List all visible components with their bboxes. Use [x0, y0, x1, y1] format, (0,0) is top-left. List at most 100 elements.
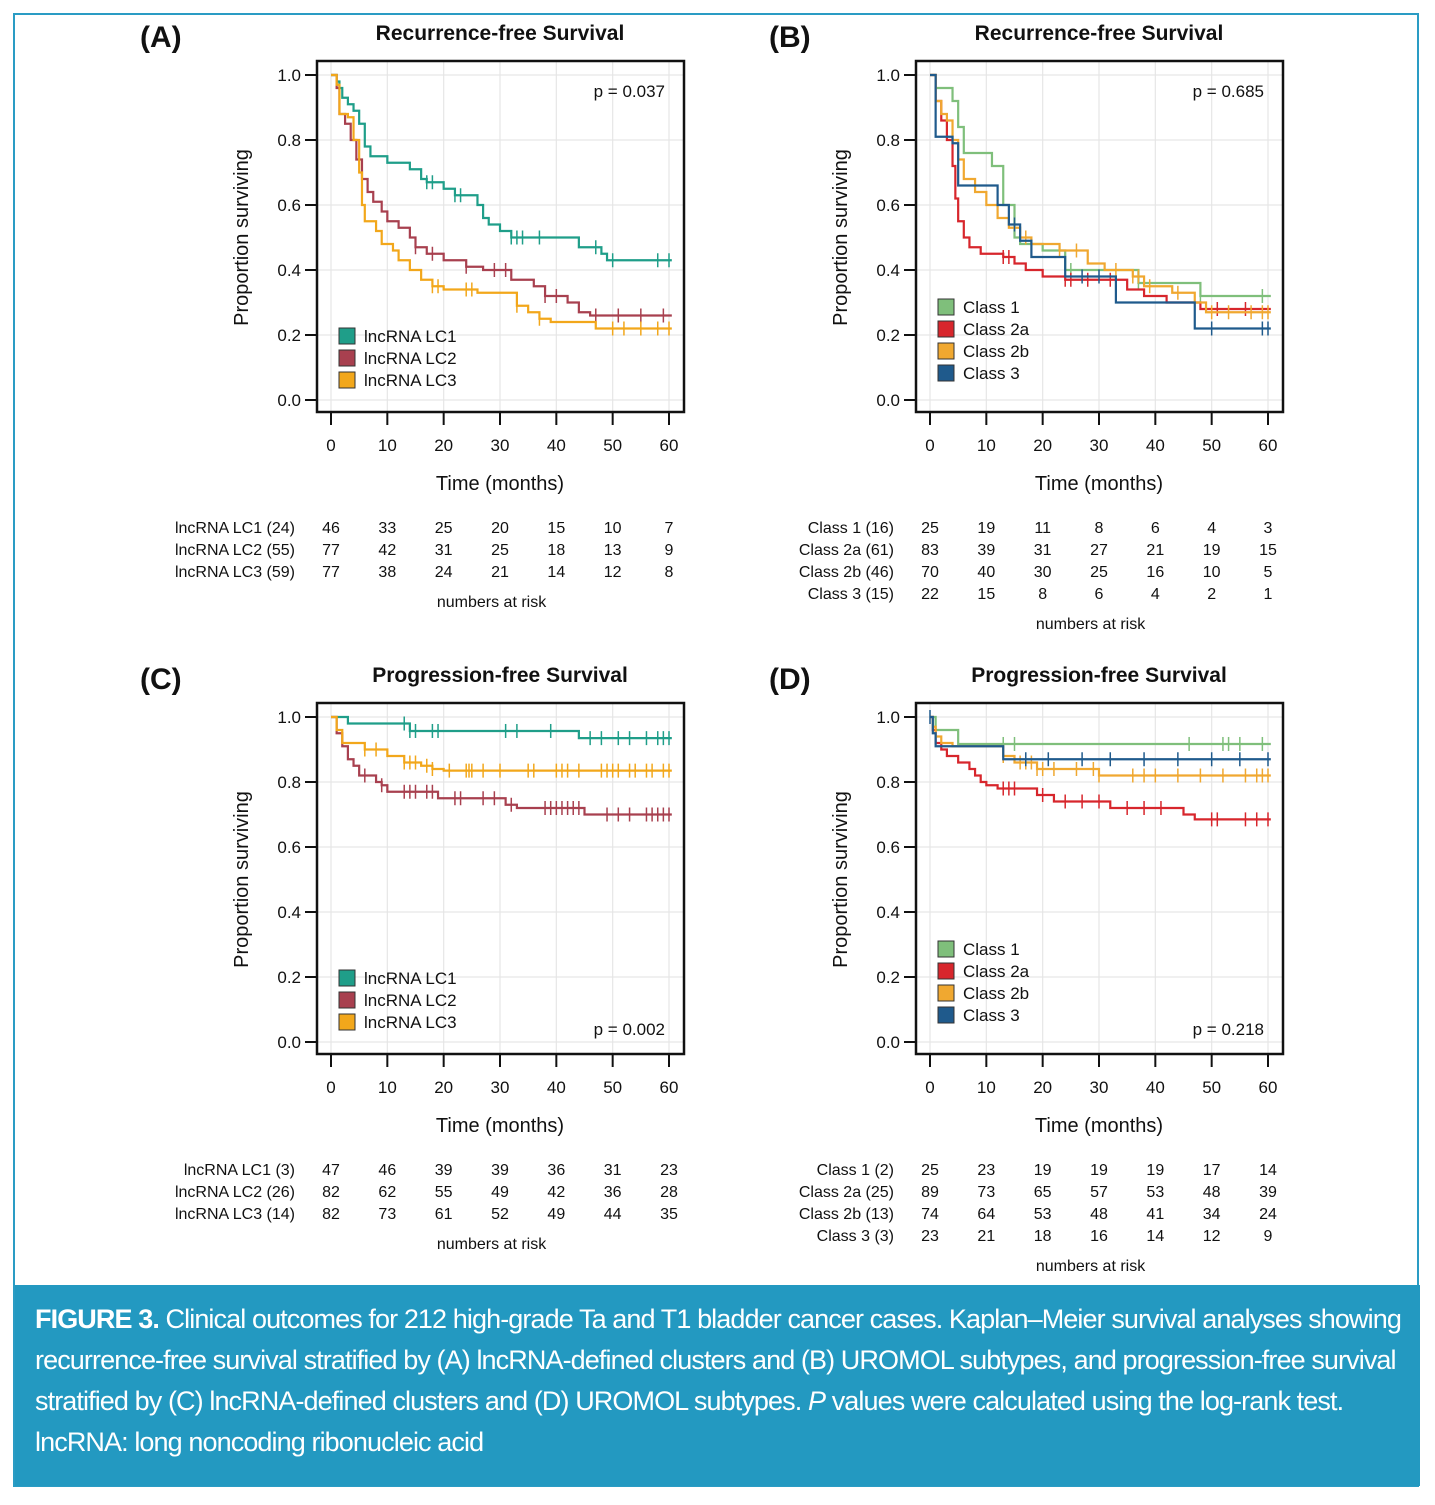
y-tick-label: 0.2: [876, 968, 900, 987]
panel-c: (C) Progression-free Survival 0.0 0.2 0.4 0.6…: [140, 663, 686, 1253]
legend-label: Class 1: [963, 940, 1020, 959]
risk-count: 19: [1090, 1162, 1108, 1179]
risk-count: 11: [1034, 520, 1051, 537]
x-tick-label: 60: [1259, 1078, 1278, 1097]
risk-count: 52: [491, 1206, 509, 1223]
x-tick-label: 60: [1259, 436, 1278, 455]
y-tick-label: 1.0: [876, 66, 900, 85]
risk-count: 21: [1146, 542, 1164, 559]
x-tick-label: 0: [925, 1078, 934, 1097]
x-tick-label: 30: [491, 1078, 510, 1097]
risk-count: 42: [547, 1184, 565, 1201]
risk-count: 18: [1034, 1228, 1052, 1245]
x-tick-label: 0: [326, 436, 335, 455]
risk-count: 35: [660, 1206, 678, 1223]
risk-count: 19: [1034, 1162, 1052, 1179]
risk-count: 39: [1259, 1184, 1277, 1201]
x-tick-label: 40: [547, 1078, 566, 1097]
risk-count: 47: [322, 1162, 340, 1179]
y-tick-label: 0.4: [876, 261, 900, 280]
legend-label: Class 2a: [963, 962, 1030, 981]
risk-count: 61: [435, 1206, 453, 1223]
risk-table-title: numbers at risk: [437, 594, 547, 611]
risk-count: 48: [1090, 1206, 1108, 1223]
x-axis-title: Time (months): [1035, 1115, 1163, 1137]
risk-row-label: lncRNA LC1 (3): [184, 1162, 295, 1179]
risk-count: 14: [1259, 1162, 1277, 1179]
legend-swatch: [937, 298, 955, 316]
risk-count: 31: [1034, 542, 1052, 559]
panel-title: Recurrence-free Survival: [975, 22, 1224, 45]
risk-count: 70: [921, 564, 939, 581]
panel-d: (D) Progression-free Survival 0.0 0.2 0.4 0.6…: [769, 663, 1285, 1275]
y-tick-label: 0.8: [277, 773, 301, 792]
legend-swatch: [338, 349, 356, 367]
risk-count: 25: [491, 542, 509, 559]
legend-label: Class 3: [963, 364, 1020, 383]
risk-count: 34: [1203, 1206, 1221, 1223]
risk-count: 73: [378, 1206, 396, 1223]
risk-count: 25: [1090, 564, 1108, 581]
risk-count: 14: [547, 564, 565, 581]
risk-count: 12: [604, 564, 622, 581]
legend-label: lncRNA LC3: [364, 371, 457, 390]
caption-text-1: Clinical outcomes for 212 high-grade Ta …: [35, 1304, 1402, 1416]
legend-label: Class 2a: [963, 320, 1030, 339]
risk-row-label: lncRNA LC2 (55): [175, 542, 295, 559]
risk-table-title: numbers at risk: [1036, 1258, 1146, 1275]
caption-text-2: values were calculated using the log-ran…: [35, 1386, 1344, 1457]
risk-row-label: Class 1 (16): [808, 520, 894, 537]
caption-italic-p: P: [807, 1386, 826, 1416]
risk-count: 31: [604, 1162, 622, 1179]
risk-count: 49: [547, 1206, 565, 1223]
risk-count: 2: [1207, 586, 1216, 603]
risk-count: 19: [1146, 1162, 1164, 1179]
x-tick-label: 50: [603, 436, 622, 455]
y-tick-label: 0.0: [876, 1033, 900, 1052]
legend-swatch: [937, 984, 955, 1002]
legend-label: lncRNA LC2: [364, 991, 457, 1010]
risk-count: 27: [1090, 542, 1108, 559]
x-tick-label: 60: [660, 436, 679, 455]
risk-table-title: numbers at risk: [437, 1236, 547, 1253]
y-tick-label: 0.6: [876, 196, 900, 215]
y-axis-title: Proportion surviving: [231, 149, 253, 326]
x-tick-label: 40: [1146, 436, 1165, 455]
panel-letter: (A): [140, 21, 182, 54]
risk-count: 42: [378, 542, 396, 559]
risk-count: 25: [435, 520, 453, 537]
y-tick-label: 0.4: [277, 903, 301, 922]
legend-swatch: [338, 327, 356, 345]
panel-letter: (D): [769, 663, 811, 696]
risk-count: 8: [665, 564, 674, 581]
risk-count: 23: [660, 1162, 678, 1179]
panel-b: (B) Recurrence-free Survival 0.0 0.2 0.4 0.6 0…: [769, 21, 1285, 633]
legend-label: lncRNA LC3: [364, 1013, 457, 1032]
y-tick-label: 0.6: [277, 196, 301, 215]
x-axis-title: Time (months): [1035, 473, 1163, 495]
risk-count: 10: [604, 520, 622, 537]
panel-a: (A) Recurrence-free Survival 0.0 0.2 0.4 0.6 0…: [140, 21, 686, 611]
x-tick-label: 10: [977, 1078, 996, 1097]
risk-row-label: Class 3 (15): [808, 586, 894, 603]
risk-count: 65: [1034, 1184, 1052, 1201]
risk-row-label: Class 1 (2): [817, 1162, 894, 1179]
risk-count: 16: [1090, 1228, 1108, 1245]
legend-swatch: [338, 371, 356, 389]
y-tick-label: 1.0: [876, 708, 900, 727]
risk-row-label: Class 2b (46): [799, 564, 894, 581]
panel-title: Progression-free Survival: [971, 664, 1227, 687]
risk-count: 46: [322, 520, 340, 537]
y-tick-label: 0.6: [876, 838, 900, 857]
risk-row-label: Class 2a (25): [799, 1184, 894, 1201]
km-curve-class-1: [930, 715, 1271, 746]
x-tick-label: 10: [378, 436, 397, 455]
km-curve-lncrna-lc3: [331, 73, 672, 330]
risk-count: 48: [1203, 1184, 1221, 1201]
p-value-label: p = 0.037: [594, 82, 665, 101]
risk-count: 49: [491, 1184, 509, 1201]
x-tick-label: 30: [1090, 436, 1109, 455]
x-tick-label: 50: [1202, 1078, 1221, 1097]
y-tick-label: 0.2: [277, 326, 301, 345]
legend-swatch: [937, 1006, 955, 1024]
